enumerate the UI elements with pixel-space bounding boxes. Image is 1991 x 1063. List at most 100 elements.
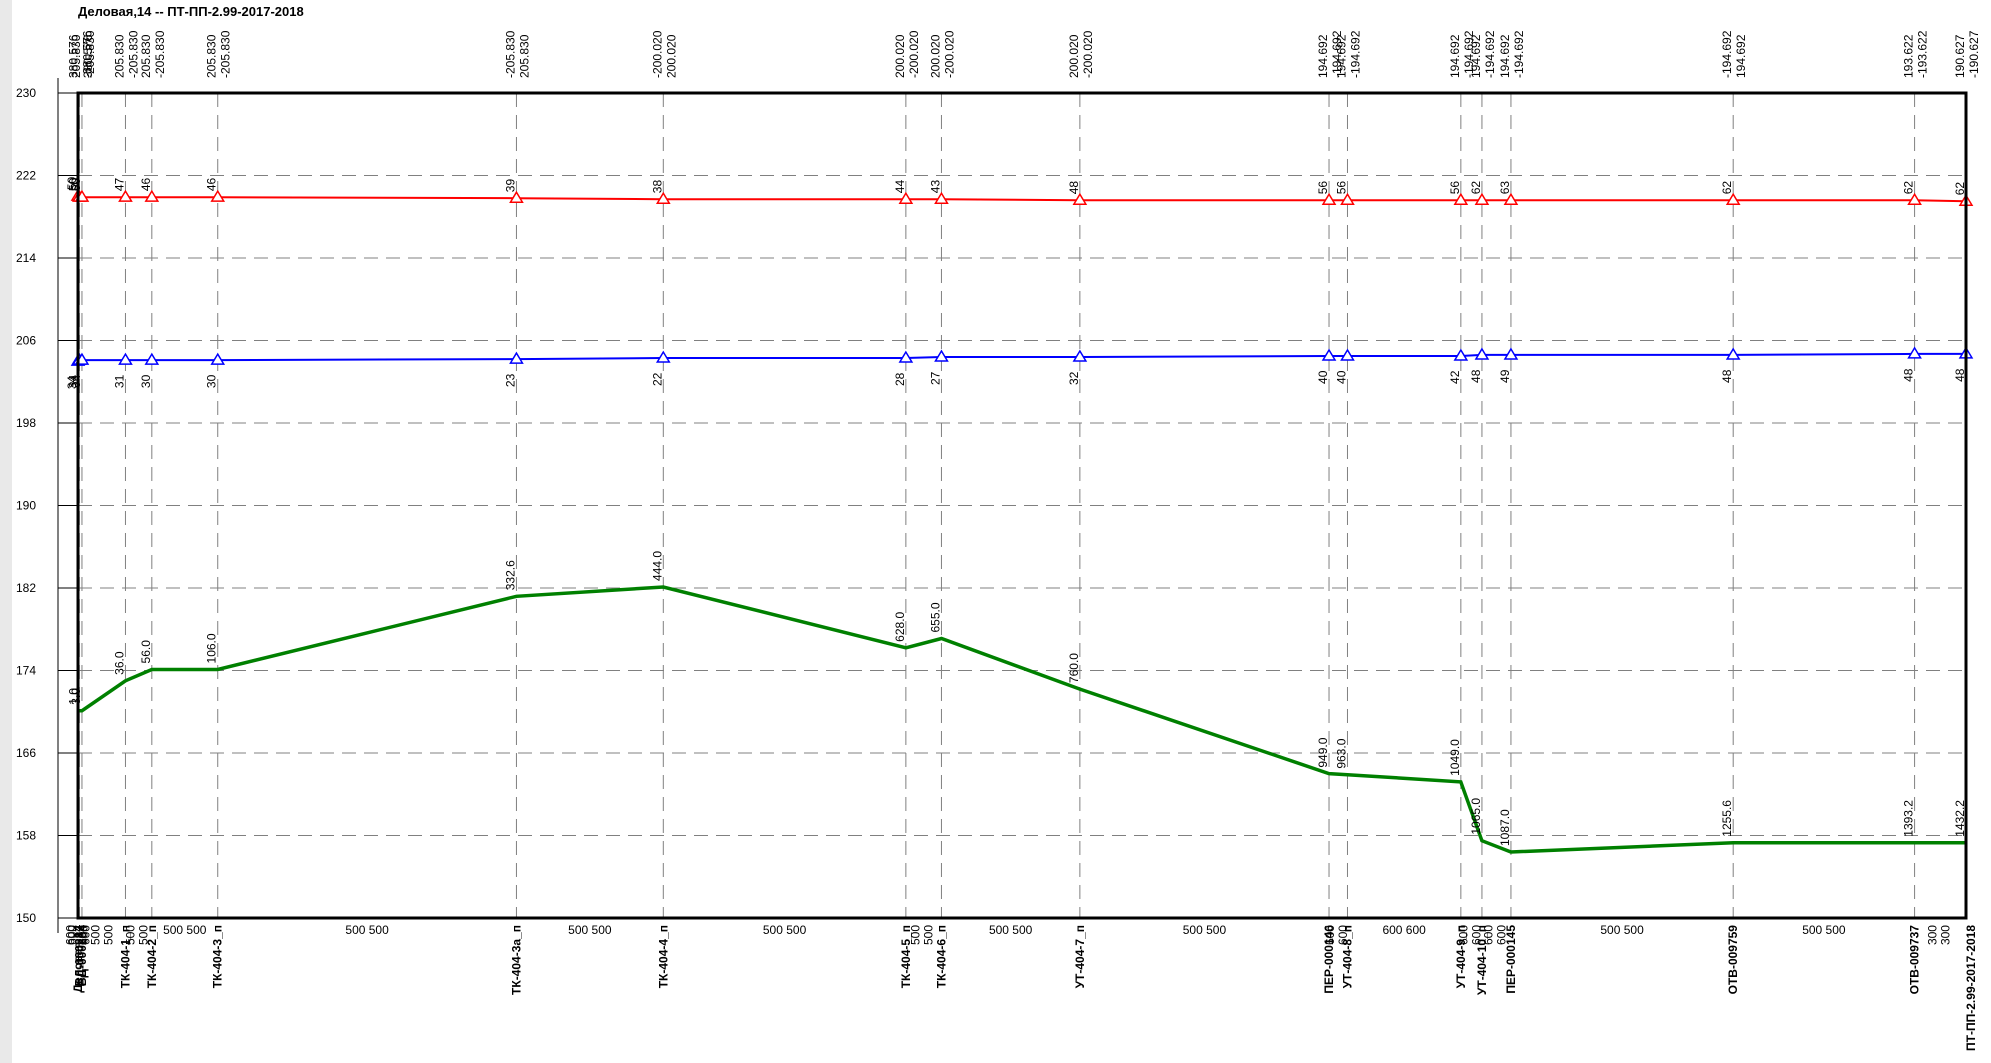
ground-value-label: 56.0 — [139, 640, 153, 664]
top-value-label: -200.020 — [907, 30, 921, 78]
segment-diameter-label: 300 — [1925, 925, 1939, 945]
supply-point-marker — [934, 191, 949, 204]
supply-value-label: 62 — [1469, 181, 1483, 195]
supply-point-marker — [144, 189, 160, 202]
top-value-label: 205.830 — [112, 34, 126, 78]
ground-value-label: 1065.0 — [1469, 798, 1483, 835]
return-point-marker — [1503, 347, 1519, 360]
segment-diameter-label: 600 — [66, 925, 80, 945]
node-name-label: УТ-404-10_п — [1475, 925, 1489, 995]
supply-point-marker — [898, 191, 914, 204]
supply-value-label: 39 — [503, 179, 517, 193]
segment-diameter-label: 600 — [64, 925, 78, 945]
node-name-label: ТК-404-3_п — [211, 925, 225, 988]
ground-value-label: 655.0 — [928, 602, 942, 632]
return-value-label: 22 — [650, 372, 664, 386]
y-tick-label: 150 — [16, 911, 36, 925]
top-value-label: -194.692 — [1512, 30, 1526, 78]
page-title: Деловая,14 -- ПТ-ПП-2.99-2017-2018 — [78, 4, 304, 19]
return-point-marker — [1340, 348, 1355, 361]
y-tick-label: 190 — [16, 499, 36, 513]
return-point-marker — [1725, 347, 1741, 360]
y-tick-label: 198 — [16, 416, 36, 430]
top-value-label: -193.622 — [1916, 30, 1930, 78]
return-value-label: 30 — [205, 374, 219, 388]
top-value-label: -194.692 — [1483, 30, 1497, 78]
supply-point-marker — [509, 190, 524, 203]
supply-value-label: 44 — [893, 180, 907, 194]
supply-value-label: 46 — [139, 177, 153, 191]
y-tick-label: 206 — [16, 334, 36, 348]
ground-value-label: 949.0 — [1316, 737, 1330, 767]
node-name-label: УТ-404-8_п — [1340, 925, 1354, 988]
return-value-label: 40 — [1334, 370, 1348, 384]
return-value-label: 23 — [503, 373, 517, 387]
supply-value-label: 46 — [205, 177, 219, 191]
node-name-label: ТК-404-6_п — [934, 925, 948, 988]
node-name-label: ТК-404-2_п — [145, 925, 159, 988]
node-name-label: ПЕР-000145 — [1504, 925, 1518, 994]
y-tick-label: 222 — [16, 169, 36, 183]
top-value-label: 194.692 — [1734, 34, 1748, 78]
return-point-marker — [898, 350, 914, 363]
top-value-label: -190.627 — [1967, 30, 1981, 78]
return-point-marker — [1072, 349, 1088, 362]
supply-value-label: 62 — [1720, 181, 1734, 195]
supply-value-label: 50 — [65, 176, 79, 190]
return-point-marker — [934, 349, 949, 362]
node-name-label: УТ-404-7_п — [1073, 925, 1087, 988]
supply-value-label: 50 — [69, 177, 83, 191]
node-name-label: ВД-000287 — [72, 925, 86, 986]
top-value-label: 194.692 — [1448, 34, 1462, 78]
top-value-label: 380.576 — [81, 34, 95, 78]
y-tick-label: 214 — [16, 251, 36, 265]
segment-diameter-label: 500 — [124, 925, 138, 945]
grid — [78, 93, 1966, 918]
top-value-label: 205.830 — [139, 34, 153, 78]
supply-point-marker — [1503, 192, 1519, 205]
ground-value-label: 760.0 — [1067, 653, 1081, 683]
segment-diameter-label: 500 500 — [345, 923, 389, 937]
ground-value-label: 444.0 — [650, 551, 664, 581]
segment-diameter-label: 600 — [79, 925, 93, 945]
return-value-label: 31 — [112, 374, 126, 388]
supply-point-marker — [1453, 192, 1469, 205]
segment-diameter-label: 500 500 — [1802, 923, 1846, 937]
return-point-marker — [1474, 347, 1490, 360]
segment-diameter-label: 500 — [909, 925, 923, 945]
top-value-label: 200.020 — [1067, 34, 1081, 78]
node-name-label: Деловая,14 — [71, 925, 85, 993]
segment-diameter-label: 600 — [1481, 925, 1495, 945]
node-name-label: ТК-404-5_п — [899, 925, 913, 988]
return-point-marker — [1321, 348, 1337, 361]
node-name-label: УТ-404-9_п — [1454, 925, 1468, 988]
top-value-label: 200.020 — [928, 34, 942, 78]
top-value-label: 194.692 — [1316, 34, 1330, 78]
node-name-label: ВД-000284 — [75, 925, 89, 986]
y-tick-label: 182 — [16, 581, 36, 595]
supply-point-marker — [1907, 192, 1922, 205]
supply-point-marker — [1725, 192, 1741, 205]
top-value-label: -200.020 — [942, 30, 956, 78]
top-value-label: -205.830 — [219, 30, 233, 78]
supply-point-marker — [1474, 192, 1490, 205]
top-value-label: 200.020 — [664, 34, 678, 78]
top-value-label: 380.576 — [66, 34, 80, 78]
top-value-label: -200.020 — [650, 30, 664, 78]
return-point-marker — [509, 351, 524, 364]
segment-diameter-label: 600 — [1323, 925, 1337, 945]
top-value-label: 193.622 — [1902, 34, 1916, 78]
supply-point-marker — [655, 191, 671, 204]
supply-value-label: 43 — [928, 180, 942, 194]
top-value-label: 205.830 — [69, 34, 83, 78]
top-value-label: 194.692 — [1469, 34, 1483, 78]
ground-value-label: 1049.0 — [1448, 739, 1462, 776]
ground-value-label: 106.0 — [205, 633, 219, 663]
segment-diameter-label: 500 — [102, 925, 116, 945]
return-value-label: 48 — [1469, 369, 1483, 383]
return-value-label: 40 — [1316, 370, 1330, 384]
top-value-label: 205.830 — [205, 34, 219, 78]
node-name-label: ОТВ-009737 — [1908, 925, 1922, 995]
node-name-label: ТК-404-4_п — [656, 925, 670, 988]
